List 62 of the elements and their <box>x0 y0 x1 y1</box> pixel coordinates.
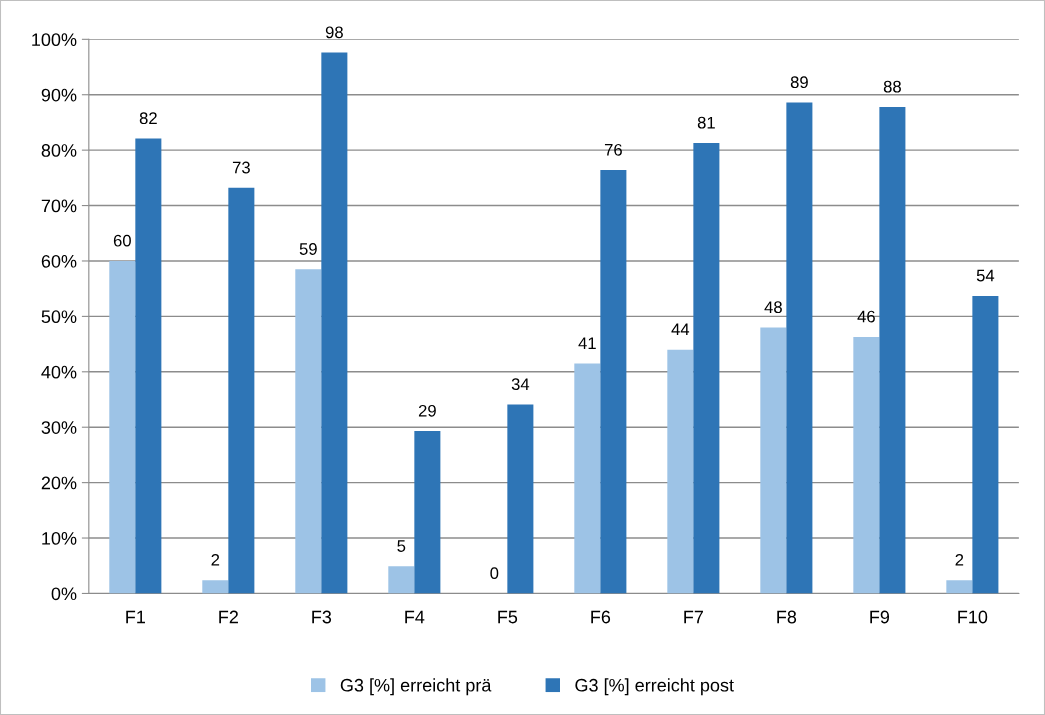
x-tick-label: F1 <box>126 610 145 624</box>
y-tick-label: 10% <box>42 531 77 545</box>
bar <box>574 363 601 594</box>
bar <box>786 102 813 594</box>
data-label: 81 <box>697 116 715 129</box>
y-tick-label: 30% <box>41 421 77 434</box>
data-label: 88 <box>883 80 901 93</box>
bar <box>879 106 906 594</box>
y-tick-label: 60% <box>41 254 77 268</box>
data-label: 76 <box>604 143 622 156</box>
x-tick-label: F10 <box>958 610 988 624</box>
bar <box>388 566 415 594</box>
bar <box>853 336 880 594</box>
y-tick-label: 0% <box>51 587 77 601</box>
data-label: 2 <box>955 553 964 566</box>
y-tick-label: 70% <box>41 199 77 213</box>
x-tick-label: F6 <box>591 610 611 624</box>
data-label: 54 <box>976 269 995 282</box>
x-tick-label: F9 <box>870 610 890 624</box>
bar <box>202 580 229 594</box>
data-label: 73 <box>232 161 250 174</box>
bar <box>693 142 720 594</box>
y-tick-label: 20% <box>41 476 77 490</box>
bar <box>228 187 255 594</box>
data-label: 44 <box>671 323 690 336</box>
x-tick-label: F2 <box>219 610 238 624</box>
data-label: 5 <box>397 540 406 552</box>
legend-label: G3 [%] erreicht prä <box>340 678 492 696</box>
legend-label: G3 [%] erreicht post <box>575 678 734 696</box>
bar <box>946 580 973 594</box>
x-tick-label: F3 <box>312 610 332 624</box>
bar <box>507 404 534 594</box>
y-tick-label: 40% <box>41 365 77 379</box>
data-label: 0 <box>490 567 499 580</box>
data-label: 41 <box>578 337 596 349</box>
x-tick-label: F7 <box>684 610 703 624</box>
x-tick-label: F5 <box>498 610 518 624</box>
data-label: 89 <box>790 76 808 89</box>
data-label: 2 <box>211 553 220 566</box>
x-tick-label: F4 <box>405 610 425 624</box>
bar <box>414 431 441 594</box>
y-tick-label: 90% <box>41 88 77 102</box>
data-label: 60 <box>113 234 131 247</box>
data-label: 98 <box>325 26 343 39</box>
bar <box>109 260 136 594</box>
data-label: 29 <box>418 404 436 417</box>
bar <box>667 349 694 594</box>
bar <box>321 52 348 594</box>
data-label: 48 <box>764 301 782 314</box>
data-label: 59 <box>299 243 317 255</box>
y-tick-label: 80% <box>41 144 77 157</box>
bar <box>295 269 322 594</box>
bar <box>760 327 787 594</box>
bar <box>135 138 162 594</box>
data-label: 82 <box>139 112 157 125</box>
bar <box>600 170 627 594</box>
data-label: 46 <box>857 310 875 323</box>
bar <box>972 295 999 594</box>
y-tick-label: 100% <box>32 33 77 47</box>
data-label: 34 <box>511 378 530 391</box>
x-tick-label: F8 <box>777 610 797 624</box>
y-tick-label: 50% <box>41 310 77 324</box>
